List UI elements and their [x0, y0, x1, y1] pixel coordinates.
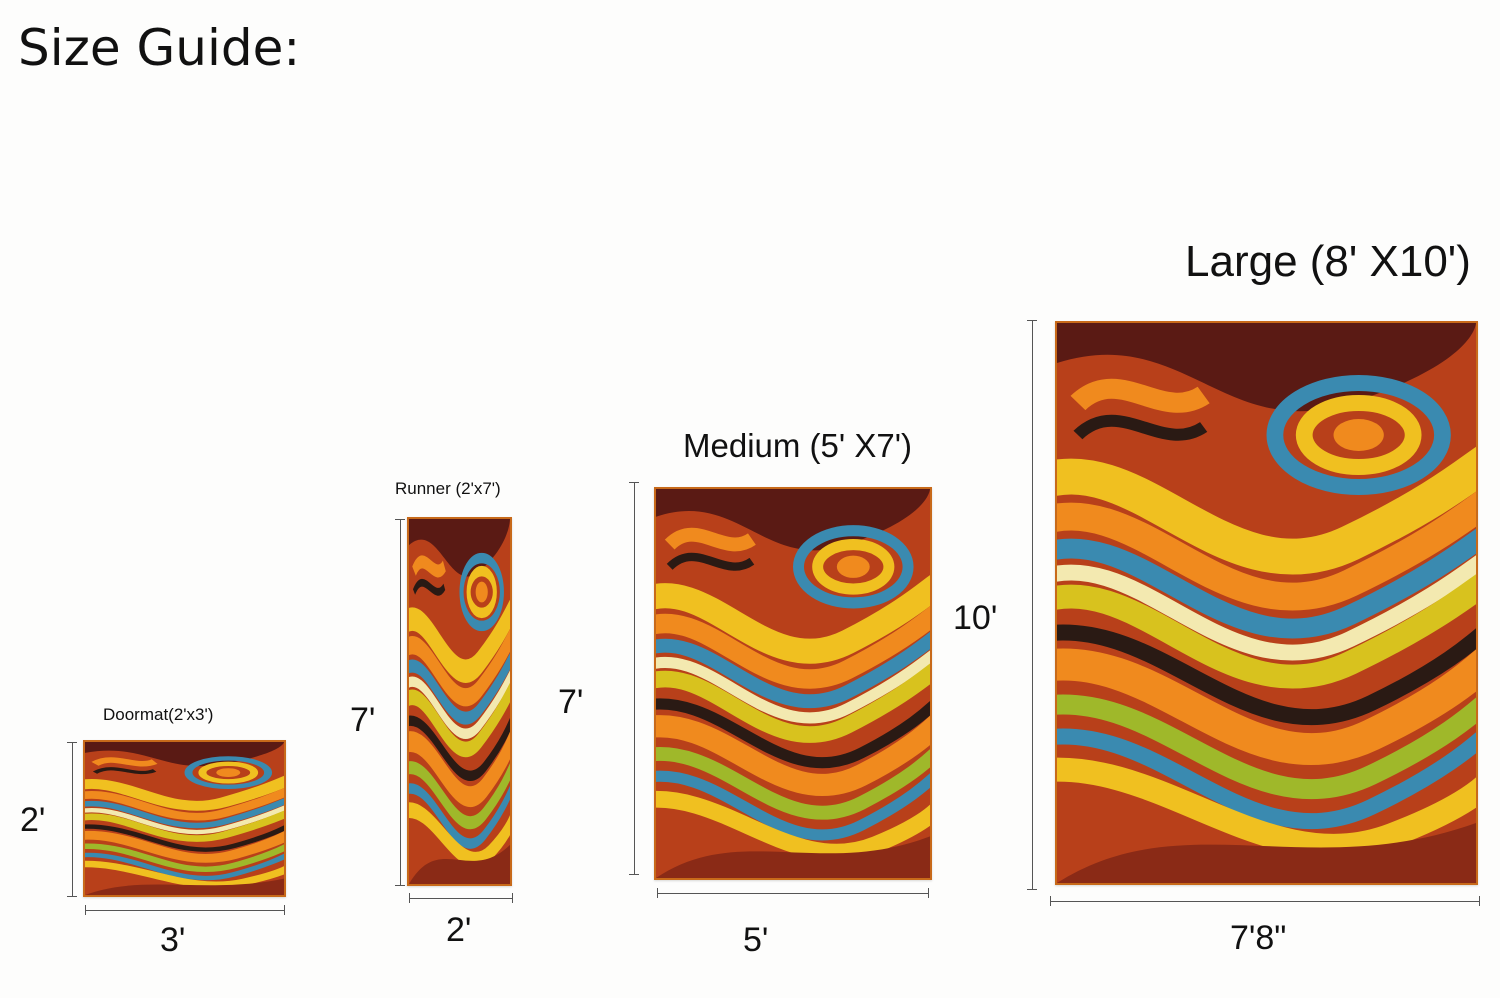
page-title: Size Guide:: [18, 19, 301, 77]
medium-width-label: 5': [743, 921, 769, 959]
large-width-line: [1050, 896, 1480, 906]
doormat-height-label: 2': [20, 801, 46, 839]
medium-rug-image: [654, 487, 932, 880]
runner-rug-image: [407, 517, 512, 886]
large-height-label: 10': [953, 599, 998, 637]
runner-height-label: 7': [350, 701, 376, 739]
medium-height-label: 7': [558, 683, 584, 721]
doormat-height-line: [67, 742, 77, 897]
doormat-width-label: 3': [160, 921, 186, 959]
doormat-rug-image: [83, 740, 286, 897]
large-height-line: [1027, 320, 1037, 890]
runner-label: Runner (2'x7'): [395, 479, 501, 498]
medium-height-line: [629, 482, 639, 875]
large-label: Large (8' X10'): [1185, 237, 1471, 286]
doormat-label: Doormat(2'x3'): [103, 705, 214, 724]
runner-width-line: [409, 893, 513, 903]
medium-label: Medium (5' X7'): [683, 427, 913, 464]
runner-width-label: 2': [446, 911, 472, 949]
runner-height-line: [395, 519, 405, 886]
large-rug-image: [1055, 321, 1478, 885]
large-width-label: 7'8": [1230, 919, 1287, 957]
medium-width-line: [657, 888, 929, 898]
doormat-width-line: [85, 905, 285, 915]
